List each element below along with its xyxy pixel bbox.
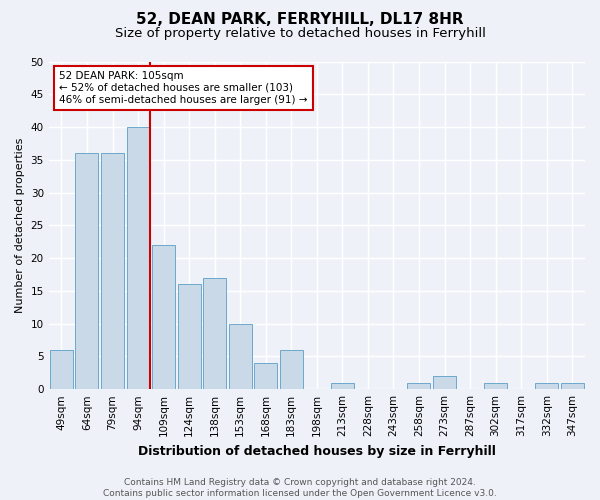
Text: 52 DEAN PARK: 105sqm
← 52% of detached houses are smaller (103)
46% of semi-deta: 52 DEAN PARK: 105sqm ← 52% of detached h… [59,72,308,104]
Bar [178,284,200,389]
Bar [101,154,124,389]
Bar [433,376,456,389]
Bar [152,245,175,389]
Bar [127,127,149,389]
Bar [229,324,252,389]
Bar [50,350,73,389]
Bar [254,363,277,389]
Text: 52, DEAN PARK, FERRYHILL, DL17 8HR: 52, DEAN PARK, FERRYHILL, DL17 8HR [136,12,464,28]
Bar [203,278,226,389]
Bar [535,382,558,389]
Y-axis label: Number of detached properties: Number of detached properties [15,138,25,313]
Text: Contains HM Land Registry data © Crown copyright and database right 2024.
Contai: Contains HM Land Registry data © Crown c… [103,478,497,498]
X-axis label: Distribution of detached houses by size in Ferryhill: Distribution of detached houses by size … [138,444,496,458]
Text: Size of property relative to detached houses in Ferryhill: Size of property relative to detached ho… [115,28,485,40]
Bar [331,382,354,389]
Bar [76,154,98,389]
Bar [484,382,507,389]
Bar [407,382,430,389]
Bar [561,382,584,389]
Bar [280,350,303,389]
